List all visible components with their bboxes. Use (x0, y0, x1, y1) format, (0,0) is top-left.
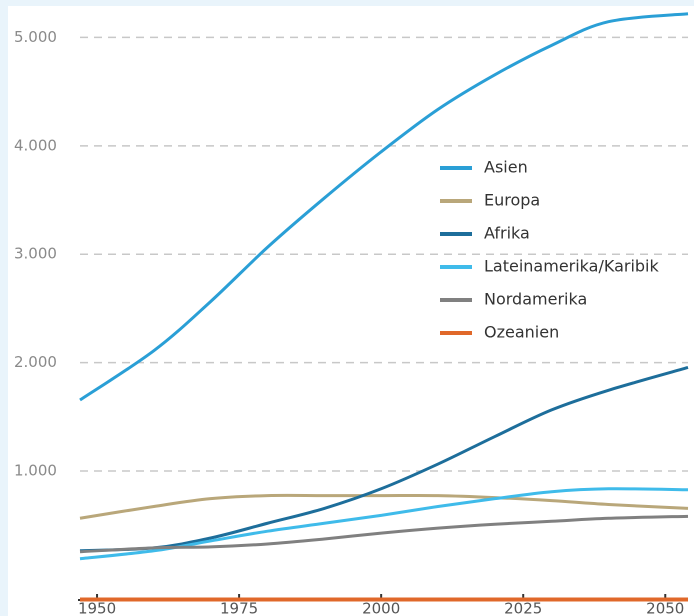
legend-label: Ozeanien (484, 323, 559, 342)
x-tick-label: 1950 (78, 600, 116, 616)
line-series (79, 514, 689, 554)
y-tick-label: 4.000 (14, 136, 57, 154)
line-series (79, 366, 689, 553)
y-tick-label: 3.000 (14, 245, 57, 263)
legend-label: Afrika (484, 224, 530, 243)
x-tick-label: 2050 (646, 600, 684, 616)
line-series (79, 12, 689, 402)
y-tick-label: 2.000 (14, 353, 57, 371)
legend-label: Lateinamerika/Karibik (484, 257, 660, 276)
legend-label: Nordamerika (484, 290, 587, 309)
line-series (79, 487, 689, 561)
legend-label: Asien (484, 158, 528, 177)
x-tick-label: 1975 (220, 600, 258, 616)
legend-label: Europa (484, 191, 540, 210)
y-tick-label: 1.000 (14, 462, 57, 480)
plot-background (8, 6, 694, 616)
x-tick-label: 2000 (362, 600, 400, 616)
y-tick-label: 5.000 (14, 28, 57, 46)
x-tick-label: 2025 (504, 600, 542, 616)
line-series (79, 493, 689, 520)
